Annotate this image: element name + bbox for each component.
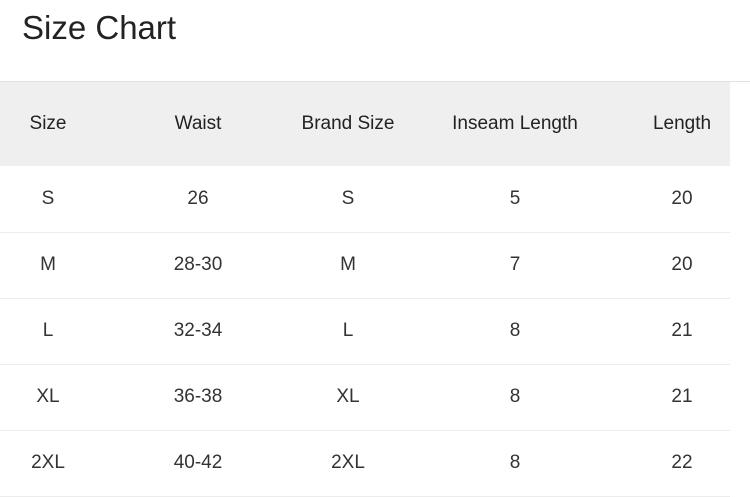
header-brand-size: Brand Size <box>301 113 395 134</box>
cell-waist: 36-38 <box>173 386 223 407</box>
cell-inseam-length: 5 <box>509 187 521 209</box>
table-header-row: Size Waist Brand Size Inseam Length Leng… <box>0 82 730 166</box>
cell-brand-size: XL <box>336 386 360 407</box>
table-row: S 26 S 5 20 <box>0 166 730 232</box>
cell-length: 21 <box>671 386 693 407</box>
header-inseam-length: Inseam Length <box>452 113 578 134</box>
cell-length: 20 <box>671 254 693 275</box>
cell-brand-size: L <box>342 320 354 341</box>
cell-brand-size: 2XL <box>331 452 365 473</box>
header-length: Length <box>652 113 712 134</box>
divider <box>0 81 750 82</box>
cell-brand-size: M <box>340 254 356 275</box>
cell-length: 21 <box>671 320 693 341</box>
cell-length: 20 <box>671 187 693 209</box>
header-waist: Waist <box>174 113 222 134</box>
cell-size: S <box>41 187 55 209</box>
cell-size: XL <box>36 386 60 407</box>
cell-inseam-length: 8 <box>509 320 521 341</box>
cell-size: L <box>42 320 54 341</box>
cell-inseam-length: 7 <box>509 254 521 275</box>
cell-inseam-length: 8 <box>509 452 521 473</box>
cell-size: 2XL <box>31 452 65 473</box>
page-title: Size Chart <box>22 9 177 46</box>
header-size: Size <box>29 113 67 134</box>
cell-size: M <box>40 254 56 275</box>
cell-waist: 26 <box>187 187 209 209</box>
table-row: XL 36-38 XL 8 21 <box>0 364 730 430</box>
cell-waist: 40-42 <box>173 452 223 473</box>
size-chart-table: Size Waist Brand Size Inseam Length Leng… <box>0 82 730 497</box>
table-row: 2XL 40-42 2XL 8 22 <box>0 430 730 496</box>
cell-length: 22 <box>671 452 693 473</box>
cell-waist: 28-30 <box>173 254 223 275</box>
cell-waist: 32-34 <box>173 320 223 341</box>
table-row: M 28-30 M 7 20 <box>0 232 730 298</box>
cell-inseam-length: 8 <box>509 386 521 407</box>
table-row: L 32-34 L 8 21 <box>0 298 730 364</box>
cell-brand-size: S <box>341 187 355 209</box>
